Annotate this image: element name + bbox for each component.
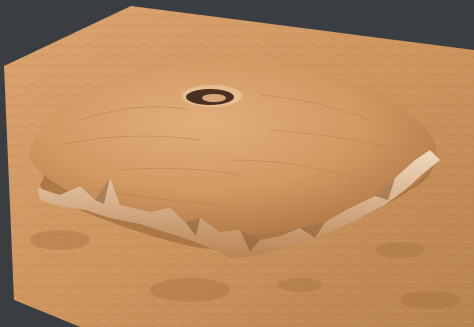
plain-details (30, 230, 460, 309)
dome-ridges (59, 94, 401, 206)
volcano-dome (29, 62, 437, 235)
caldera-floor (202, 94, 226, 102)
cliff-shadows (95, 178, 395, 252)
lower-left-edge (0, 290, 80, 327)
escarpment-cliffs (38, 150, 440, 258)
